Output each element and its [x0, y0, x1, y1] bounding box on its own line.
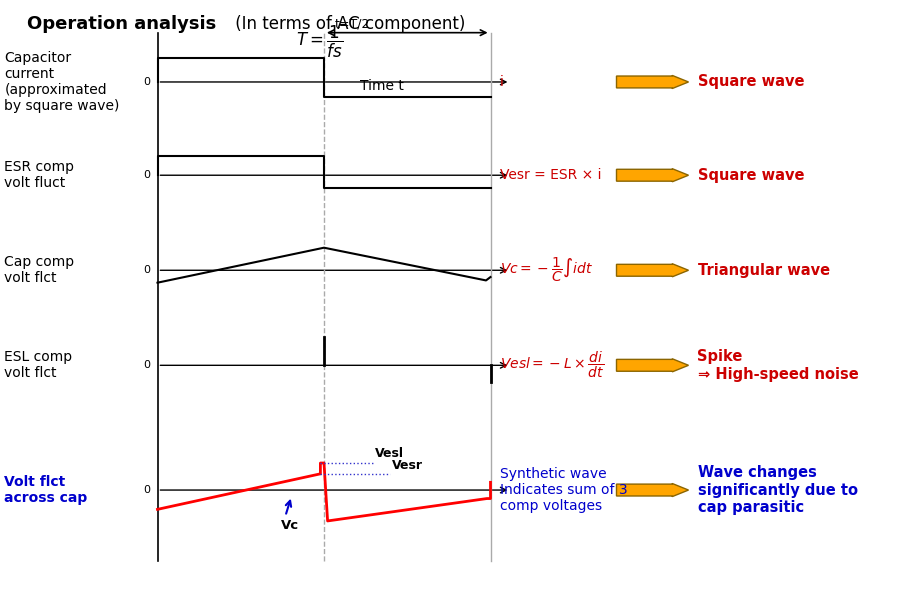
Text: 0: 0	[143, 361, 150, 370]
Text: Spike
⇒ High-speed noise: Spike ⇒ High-speed noise	[698, 349, 859, 381]
Text: 0: 0	[143, 266, 150, 275]
Text: Cap comp
volt flct: Cap comp volt flct	[4, 255, 75, 285]
Text: ESL comp
volt flct: ESL comp volt flct	[4, 350, 73, 380]
Text: i: i	[500, 75, 503, 89]
Text: Vesr = ESR × i: Vesr = ESR × i	[500, 168, 601, 182]
Text: Vc: Vc	[281, 519, 299, 532]
Text: Synthetic wave
Indicates sum of 3
comp voltages: Synthetic wave Indicates sum of 3 comp v…	[500, 467, 627, 513]
Text: Square wave: Square wave	[698, 168, 804, 183]
Text: Vesr: Vesr	[392, 459, 422, 472]
Text: 0: 0	[143, 77, 150, 87]
Text: $T = \dfrac{1}{fs}$: $T = \dfrac{1}{fs}$	[296, 24, 343, 60]
Text: Volt flct
across cap: Volt flct across cap	[4, 475, 88, 505]
Text: Triangular wave: Triangular wave	[698, 263, 830, 278]
Text: 0: 0	[143, 170, 150, 180]
Text: t=T/2: t=T/2	[335, 18, 370, 31]
Text: $Vesl = -L \times \dfrac{di}{dt}$: $Vesl = -L \times \dfrac{di}{dt}$	[500, 350, 604, 381]
Text: ESR comp
volt fluct: ESR comp volt fluct	[4, 160, 75, 189]
Text: 0: 0	[143, 485, 150, 495]
Text: Time t: Time t	[360, 78, 404, 93]
Text: $Vc = -\dfrac{1}{C}\int idt$: $Vc = -\dfrac{1}{C}\int idt$	[500, 256, 593, 285]
Text: Vesl: Vesl	[375, 447, 404, 460]
Text: Capacitor
current
(approximated
by square wave): Capacitor current (approximated by squar…	[4, 50, 120, 113]
Text: Operation analysis: Operation analysis	[27, 15, 216, 33]
Text: Wave changes
significantly due to
cap parasitic: Wave changes significantly due to cap pa…	[698, 465, 858, 515]
Text: (In terms of AC component): (In terms of AC component)	[230, 15, 465, 33]
Text: Square wave: Square wave	[698, 74, 804, 90]
